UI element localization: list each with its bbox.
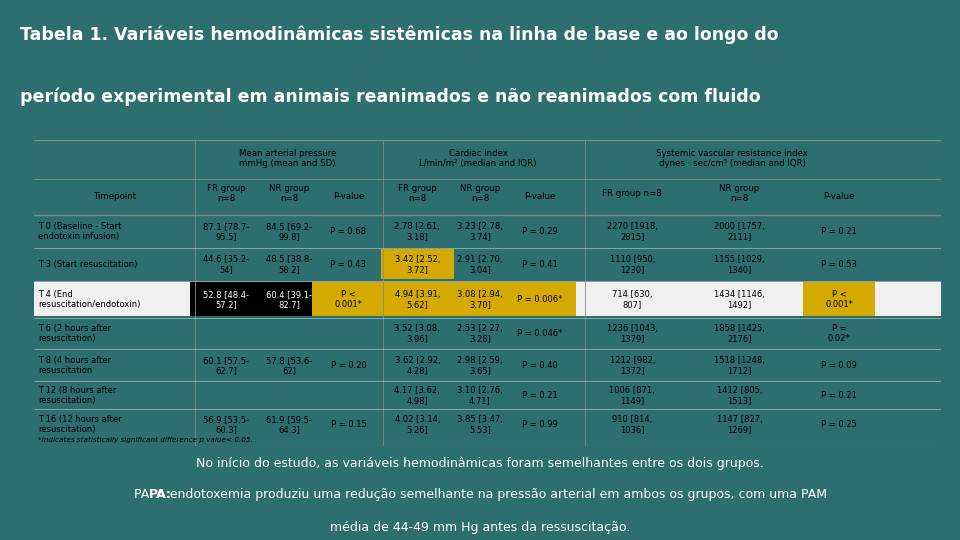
Text: 52.8 [48.4-
57.2]: 52.8 [48.4- 57.2] xyxy=(203,289,249,309)
Text: P = 0.29: P = 0.29 xyxy=(522,227,558,236)
Text: P <
0.001*: P < 0.001* xyxy=(334,289,362,309)
Text: P = 0.09: P = 0.09 xyxy=(822,361,857,370)
Text: P = 0.20: P = 0.20 xyxy=(330,361,367,370)
Text: PA:: PA: xyxy=(149,488,172,501)
Text: P-value: P-value xyxy=(333,192,364,201)
Text: 1858 [1425,
2176]: 1858 [1425, 2176] xyxy=(714,324,765,343)
Text: 60.1 [57.5-
62.7]: 60.1 [57.5- 62.7] xyxy=(203,356,249,375)
Text: 1518 [1248,
1712]: 1518 [1248, 1712] xyxy=(714,356,765,375)
Text: Timepoint: Timepoint xyxy=(94,192,137,201)
Text: P = 0.40: P = 0.40 xyxy=(522,361,558,370)
Text: 2270 [1918,
2815]: 2270 [1918, 2815] xyxy=(607,222,658,241)
Text: PA: A endotoxemia produziu uma redução semelhante na pressão arterial em ambos o: PA: A endotoxemia produziu uma redução s… xyxy=(133,488,827,501)
Text: P = 0.21: P = 0.21 xyxy=(822,227,857,236)
Text: FR group
n=8: FR group n=8 xyxy=(206,184,246,204)
Text: 2.78 [2.61,
3.18]: 2.78 [2.61, 3.18] xyxy=(395,222,441,241)
Text: NR group
n=8: NR group n=8 xyxy=(719,184,759,204)
Text: T 12 (8 hours after
resuscitation): T 12 (8 hours after resuscitation) xyxy=(38,386,116,405)
Text: período experimental em animais reanimados e não reanimados com fluido: período experimental em animais reanimad… xyxy=(20,87,760,105)
Text: P-value: P-value xyxy=(524,192,556,201)
Text: 3.23 [2.78,
3.74]: 3.23 [2.78, 3.74] xyxy=(457,222,503,241)
Text: P = 0.21: P = 0.21 xyxy=(522,391,558,400)
Text: 3.42 [2.52,
3.72]: 3.42 [2.52, 3.72] xyxy=(395,254,440,274)
Text: FR group n=8: FR group n=8 xyxy=(603,190,662,198)
Bar xyxy=(34,282,941,316)
Text: 61.9 [59.5-
64.3]: 61.9 [59.5- 64.3] xyxy=(267,415,312,434)
Text: P = 0.43: P = 0.43 xyxy=(330,260,367,269)
Text: T 6 (2 hours after
resuscitation): T 6 (2 hours after resuscitation) xyxy=(38,324,111,343)
Text: P = 0.41: P = 0.41 xyxy=(522,260,558,269)
Text: 84.5 [69.2-
99.8]: 84.5 [69.2- 99.8] xyxy=(267,222,312,241)
Text: 48.5 [38.8-
58.2]: 48.5 [38.8- 58.2] xyxy=(266,254,313,274)
Text: 3.10 [2.76,
4.71]: 3.10 [2.76, 4.71] xyxy=(457,386,503,405)
Text: média de 44-49 mm Hg antes da ressuscitação.: média de 44-49 mm Hg antes da ressuscita… xyxy=(330,521,630,534)
Text: 60.4 [39.1-
82.7]: 60.4 [39.1- 82.7] xyxy=(267,289,312,309)
Text: Cardiac index
L/min/m² (median and IQR): Cardiac index L/min/m² (median and IQR) xyxy=(420,149,537,168)
Bar xyxy=(190,282,262,316)
Text: P = 0.046*: P = 0.046* xyxy=(517,329,563,338)
Bar xyxy=(312,282,385,316)
Text: T 8 (4 hours after
resuscitation: T 8 (4 hours after resuscitation xyxy=(38,356,111,375)
Text: 1155 [1029,
1340]: 1155 [1029, 1340] xyxy=(714,254,765,274)
Text: 3.52 [3.08,
3.96]: 3.52 [3.08, 3.96] xyxy=(395,324,441,343)
Text: 1412 [805,
1513]: 1412 [805, 1513] xyxy=(717,386,762,405)
Bar xyxy=(803,282,876,316)
Text: 714 [630,
807]: 714 [630, 807] xyxy=(612,289,653,309)
Text: P = 0.006*: P = 0.006* xyxy=(517,295,563,304)
Text: 3.85 [3.47,
5.53]: 3.85 [3.47, 5.53] xyxy=(457,415,503,434)
Text: 3.62 [2.92,
4.28]: 3.62 [2.92, 4.28] xyxy=(395,356,440,375)
Text: 2.98 [2.59,
3.65]: 2.98 [2.59, 3.65] xyxy=(457,356,503,375)
Text: P = 0.68: P = 0.68 xyxy=(330,227,367,236)
Text: P = 0.53: P = 0.53 xyxy=(821,260,857,269)
Text: P = 0.21: P = 0.21 xyxy=(822,391,857,400)
Text: 44.6 [35.2-
54]: 44.6 [35.2- 54] xyxy=(203,254,249,274)
Text: P =
0.02*: P = 0.02* xyxy=(828,324,851,343)
Text: NR group
n=8: NR group n=8 xyxy=(460,184,500,204)
Text: 57.8 [53.6-
62]: 57.8 [53.6- 62] xyxy=(266,356,313,375)
Text: 3.08 [2.94,
3.70]: 3.08 [2.94, 3.70] xyxy=(457,289,503,309)
Text: 1212 [982,
1372]: 1212 [982, 1372] xyxy=(610,356,655,375)
Text: No início do estudo, as variáveis hemodinâmicas foram semelhantes entre os dois : No início do estudo, as variáveis hemodi… xyxy=(196,457,764,470)
Bar xyxy=(381,282,454,316)
Text: P = 0.15: P = 0.15 xyxy=(330,420,367,429)
Text: P-value: P-value xyxy=(824,192,855,201)
Text: Tabela 1. Variáveis hemodinâmicas sistêmicas na linha de base e ao longo do: Tabela 1. Variáveis hemodinâmicas sistêm… xyxy=(20,25,779,44)
Bar xyxy=(444,282,516,316)
Text: 2000 [1757,
2111]: 2000 [1757, 2111] xyxy=(714,222,765,241)
Text: 4.17 [3.62,
4.98]: 4.17 [3.62, 4.98] xyxy=(395,386,441,405)
Text: 1110 [950,
1230]: 1110 [950, 1230] xyxy=(610,254,655,274)
Text: 87.1 [78.7-
95.5]: 87.1 [78.7- 95.5] xyxy=(203,222,249,241)
Text: 2.53 [2.27,
3.28]: 2.53 [2.27, 3.28] xyxy=(457,324,503,343)
Text: 56.9 [53.5-
60.3]: 56.9 [53.5- 60.3] xyxy=(203,415,249,434)
Text: 2.91 [2.70,
3.04]: 2.91 [2.70, 3.04] xyxy=(457,254,503,274)
Bar xyxy=(381,249,454,279)
Text: 4.02 [3.14,
5.26]: 4.02 [3.14, 5.26] xyxy=(395,415,440,434)
Text: NR group
n=8: NR group n=8 xyxy=(270,184,309,204)
Bar xyxy=(253,282,325,316)
Text: P <
0.001*: P < 0.001* xyxy=(826,289,853,309)
Text: *Indicates statistically significant difference p value< 0.05.: *Indicates statistically significant dif… xyxy=(38,437,252,443)
Text: 1006 [871,
1149]: 1006 [871, 1149] xyxy=(610,386,656,405)
Text: 1236 [1043,
1379]: 1236 [1043, 1379] xyxy=(607,324,658,343)
Text: Mean arterial pressure
mmHg (mean and SD): Mean arterial pressure mmHg (mean and SD… xyxy=(239,149,336,168)
Text: Systemic vascular resistance index
dynes · sec/cm⁵ (median and IQR): Systemic vascular resistance index dynes… xyxy=(657,149,808,168)
Bar xyxy=(504,282,576,316)
Text: 1147 [827,
1269]: 1147 [827, 1269] xyxy=(716,415,762,434)
Text: 1434 [1146,
1492]: 1434 [1146, 1492] xyxy=(714,289,765,309)
Text: T 16 (12 hours after
resuscitation): T 16 (12 hours after resuscitation) xyxy=(38,415,122,434)
Text: P = 0.99: P = 0.99 xyxy=(522,420,558,429)
Text: P = 0.25: P = 0.25 xyxy=(822,420,857,429)
Text: T 3 (Start resuscitation): T 3 (Start resuscitation) xyxy=(38,260,137,269)
Text: FR group
n=8: FR group n=8 xyxy=(398,184,437,204)
Text: T 0 (Baseline - Start
endotoxin infusion): T 0 (Baseline - Start endotoxin infusion… xyxy=(38,222,122,241)
Text: T 4 (End
resuscitation/endotoxin): T 4 (End resuscitation/endotoxin) xyxy=(38,289,140,309)
Text: 4.94 [3.91,
5.62]: 4.94 [3.91, 5.62] xyxy=(395,289,440,309)
Text: 910 [814,
1036]: 910 [814, 1036] xyxy=(612,415,653,434)
